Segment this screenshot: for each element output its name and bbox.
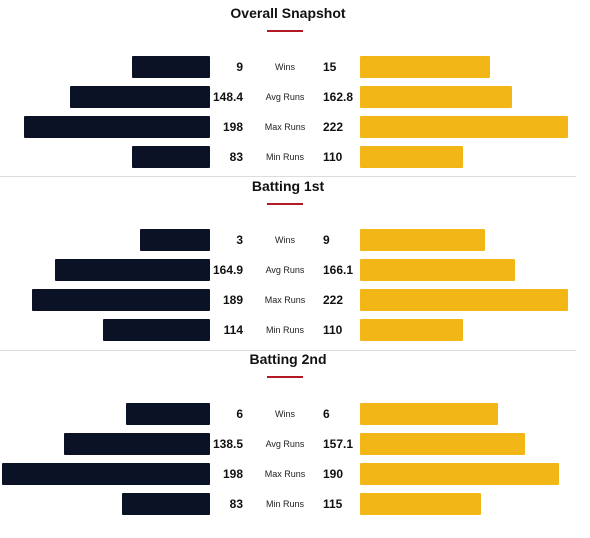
- left-value: 189: [222, 293, 243, 307]
- left-value: 9: [236, 60, 243, 74]
- title-underline: [267, 376, 303, 378]
- right-value: 15: [323, 60, 337, 74]
- stat-row-min-runs: 83 Min Runs 115: [0, 493, 576, 515]
- section-title: Batting 2nd: [249, 351, 327, 367]
- stat-row-avg-runs: 138.5 Avg Runs 157.1: [0, 433, 576, 455]
- stat-label: Min Runs: [265, 325, 304, 335]
- stat-label: Wins: [275, 62, 295, 72]
- right-bar: [360, 56, 490, 78]
- right-bar: [360, 116, 568, 138]
- right-value: 9: [323, 233, 330, 247]
- left-bar: [122, 493, 210, 515]
- stat-row-avg-runs: 164.9 Avg Runs 166.1: [0, 259, 576, 281]
- stat-label: Min Runs: [265, 152, 304, 162]
- right-value: 115: [323, 497, 343, 511]
- section-divider: [0, 350, 576, 351]
- left-bar: [132, 146, 210, 168]
- right-value: 110: [323, 150, 343, 164]
- left-bar: [132, 56, 210, 78]
- stat-label: Avg Runs: [265, 439, 305, 449]
- left-value: 148.4: [212, 90, 243, 104]
- right-bar: [360, 433, 525, 455]
- left-value: 3: [236, 233, 243, 247]
- right-value: 166.1: [323, 263, 354, 277]
- stat-label: Wins: [275, 409, 295, 419]
- right-bar: [360, 146, 463, 168]
- right-bar: [360, 403, 498, 425]
- right-bar: [360, 463, 559, 485]
- left-value: 83: [229, 497, 243, 511]
- stat-row-avg-runs: 148.4 Avg Runs 162.8: [0, 86, 576, 108]
- stat-label: Max Runs: [264, 295, 306, 305]
- stat-row-min-runs: 83 Min Runs 110: [0, 146, 576, 168]
- left-bar: [55, 259, 210, 281]
- stat-label: Max Runs: [264, 469, 306, 479]
- left-bar: [126, 403, 210, 425]
- stat-row-max-runs: 198 Max Runs 190: [0, 463, 576, 485]
- right-bar: [360, 259, 515, 281]
- right-bar: [360, 289, 568, 311]
- stat-label: Min Runs: [265, 499, 304, 509]
- left-value: 6: [236, 407, 243, 421]
- left-bar: [32, 289, 210, 311]
- right-value: 222: [323, 120, 344, 134]
- stat-label: Wins: [275, 235, 295, 245]
- section-title: Overall Snapshot: [230, 5, 346, 21]
- right-value: 110: [323, 323, 343, 337]
- stat-row-min-runs: 114 Min Runs 110: [0, 319, 576, 341]
- left-bar: [64, 433, 210, 455]
- stat-row-wins: 6 Wins 6: [0, 403, 576, 425]
- right-value: 6: [323, 407, 330, 421]
- stat-row-wins: 3 Wins 9: [0, 229, 576, 251]
- left-bar: [103, 319, 210, 341]
- right-value: 157.1: [323, 437, 354, 451]
- left-value: 83: [229, 150, 243, 164]
- stat-row-max-runs: 198 Max Runs 222: [0, 116, 576, 138]
- right-value: 162.8: [323, 90, 354, 104]
- right-bar: [360, 86, 512, 108]
- left-value: 114: [223, 323, 243, 337]
- left-bar: [70, 86, 210, 108]
- left-bar: [140, 229, 210, 251]
- stat-row-wins: 9 Wins 15: [0, 56, 576, 78]
- left-value: 164.9: [212, 263, 243, 277]
- section-divider: [0, 176, 576, 177]
- left-bar: [24, 116, 210, 138]
- title-underline: [267, 203, 303, 205]
- title-underline: [267, 30, 303, 32]
- left-value: 198: [222, 120, 243, 134]
- stat-label: Avg Runs: [265, 92, 305, 102]
- left-value: 138.5: [212, 437, 243, 451]
- left-value: 198: [222, 467, 243, 481]
- right-bar: [360, 319, 463, 341]
- right-bar: [360, 493, 481, 515]
- stat-label: Avg Runs: [265, 265, 305, 275]
- right-value: 222: [323, 293, 344, 307]
- right-value: 190: [323, 467, 344, 481]
- section-title: Batting 1st: [251, 178, 325, 194]
- stat-row-max-runs: 189 Max Runs 222: [0, 289, 576, 311]
- left-bar: [2, 463, 210, 485]
- stat-label: Max Runs: [264, 122, 306, 132]
- right-bar: [360, 229, 485, 251]
